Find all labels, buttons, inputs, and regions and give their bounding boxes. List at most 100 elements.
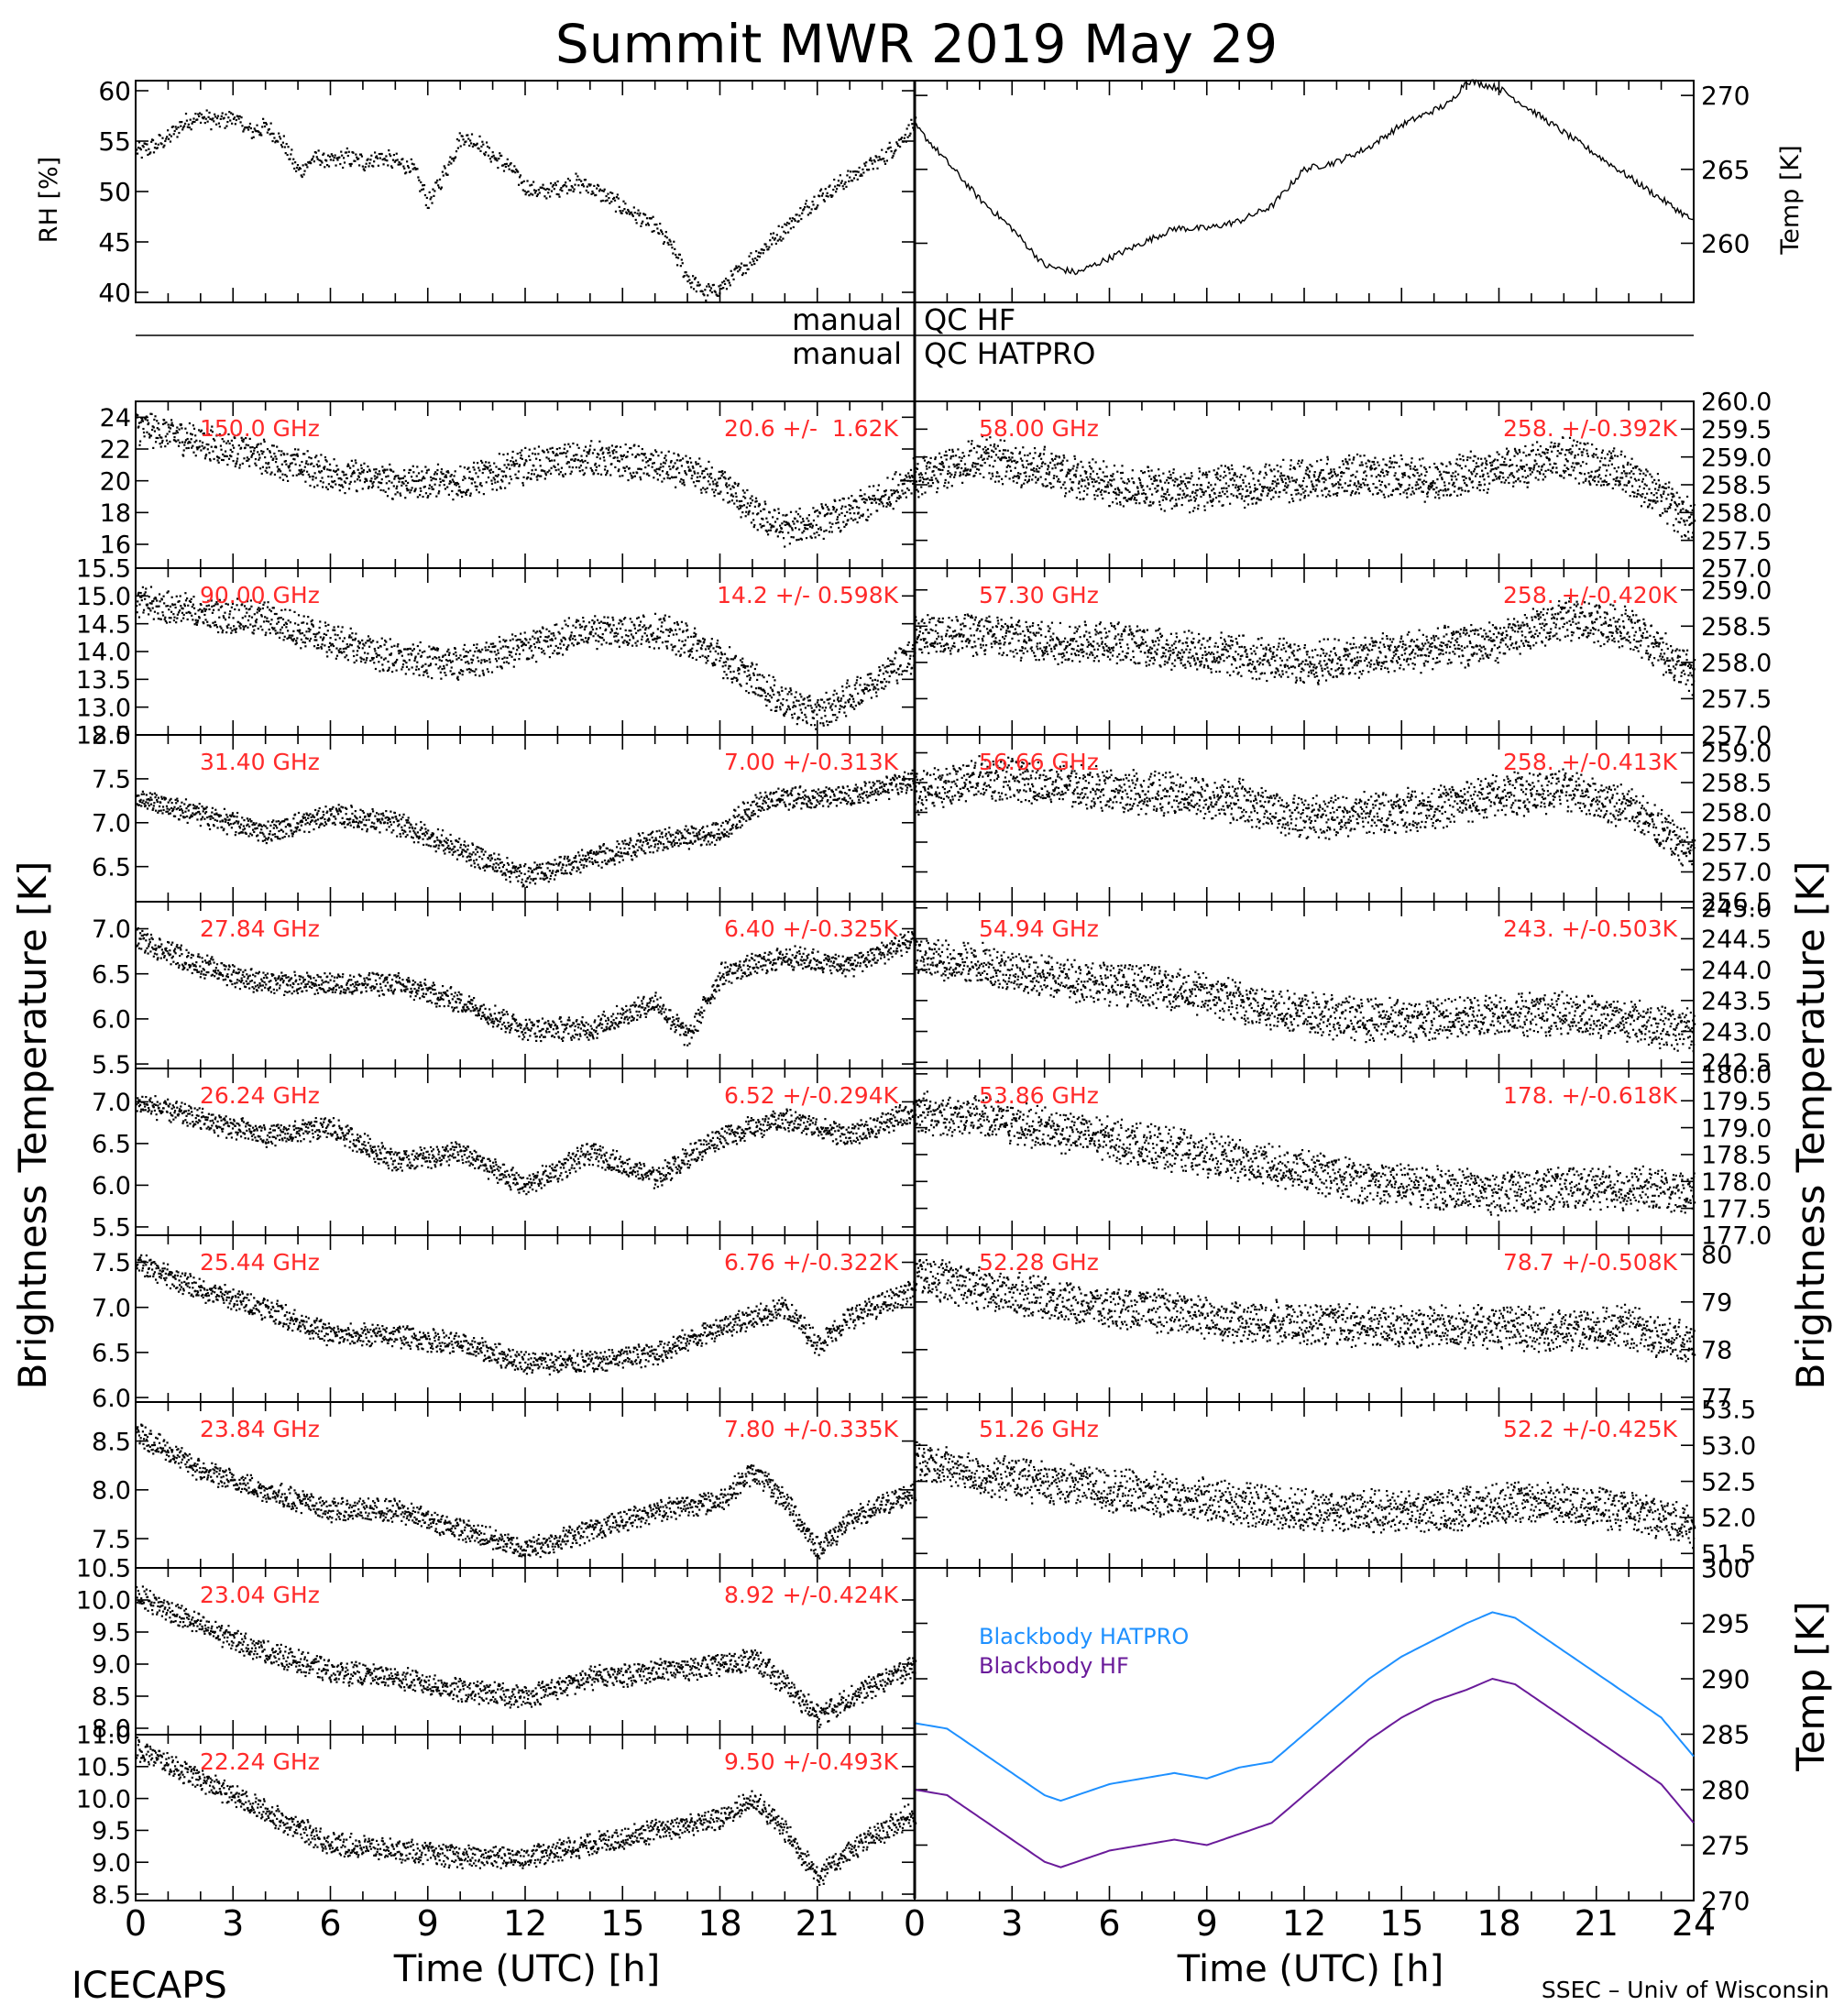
ch150-point — [477, 466, 480, 469]
rh-point — [365, 162, 368, 165]
ch3140-point — [493, 870, 496, 872]
ch90-point — [554, 644, 557, 648]
ch90-point — [872, 683, 874, 685]
ch3140-point — [379, 822, 382, 825]
ch3140-point — [243, 827, 247, 830]
rh-point — [669, 240, 672, 243]
ch90-point — [688, 653, 692, 656]
ch150-point — [650, 453, 653, 455]
ch90-point — [318, 631, 321, 634]
ch90-point — [540, 647, 543, 651]
ch90-point — [465, 650, 467, 653]
ch90-point — [875, 695, 878, 697]
ch3140-point — [367, 815, 370, 817]
ch150-point — [687, 469, 690, 472]
ch90-point — [499, 647, 502, 650]
ch90-point — [363, 652, 367, 654]
ch150-point — [370, 486, 374, 489]
rh-point — [302, 164, 304, 167]
ch90-point — [702, 641, 705, 644]
ch150-point — [137, 414, 139, 417]
ch90-point — [469, 668, 472, 671]
ch90-point — [278, 636, 281, 640]
ch150-point — [555, 453, 558, 455]
ch150-point — [675, 459, 678, 462]
rh-point — [167, 137, 170, 140]
rh-point — [679, 265, 682, 268]
ch90-point — [745, 682, 748, 685]
ch150-point — [157, 422, 160, 425]
ch150-point — [565, 452, 567, 455]
ch150-point — [198, 445, 201, 448]
ch3140-point — [225, 833, 228, 836]
ch3140-point — [416, 836, 419, 838]
ch150-point — [403, 469, 406, 472]
ch3140-point — [470, 853, 473, 856]
ch90-point — [396, 658, 399, 662]
ch3140-point — [374, 815, 377, 817]
ch150-point — [651, 466, 653, 468]
ch150-point — [620, 458, 623, 461]
ch3140-point — [291, 832, 294, 836]
rh-point — [745, 264, 748, 267]
ch90-point — [363, 644, 366, 647]
ch90-point — [210, 599, 213, 602]
rh-point — [653, 230, 655, 233]
ch150-point — [502, 454, 505, 456]
rh-point — [465, 140, 467, 143]
ch150-point — [179, 441, 181, 444]
ch150-point — [517, 477, 520, 479]
ch90-point — [438, 656, 441, 659]
ch150-point — [647, 464, 650, 467]
rh-point — [410, 158, 412, 161]
rh-point — [419, 190, 422, 192]
rh-point — [393, 160, 396, 163]
ch150-point — [710, 466, 713, 469]
ch150-point — [380, 477, 383, 481]
ch3140-point — [345, 813, 347, 816]
ch90-point — [536, 637, 539, 640]
rh-point — [369, 159, 372, 161]
ch90-point — [302, 621, 305, 624]
rh-point — [215, 116, 219, 120]
ch150-point — [747, 513, 750, 516]
rh-point — [500, 154, 503, 158]
ch150-point — [483, 464, 486, 466]
ch150-point — [435, 495, 438, 498]
ch90-point — [214, 624, 216, 627]
ch3140-point — [203, 807, 205, 811]
ch90-point — [181, 607, 183, 609]
ch90-point — [531, 656, 533, 659]
rh-point — [188, 126, 191, 129]
ch150-point — [170, 422, 173, 424]
ch150-point — [653, 477, 655, 479]
ch90-point — [742, 664, 746, 667]
ch90-point — [455, 651, 457, 654]
ch3140-point — [167, 810, 170, 813]
ch90-point — [857, 692, 860, 695]
ch150-point — [732, 486, 735, 489]
rh-point — [672, 252, 675, 255]
rh-point — [350, 162, 353, 165]
ch150-point — [884, 489, 887, 492]
ch90-point — [154, 597, 157, 599]
ch3140-point — [189, 816, 192, 818]
ch3140-point — [309, 820, 313, 824]
rh-point — [873, 160, 876, 163]
rh-point — [550, 190, 554, 192]
ch3140-point — [262, 833, 265, 836]
ch150-point — [431, 486, 434, 488]
ch90-point — [381, 663, 384, 666]
ch90-point — [398, 652, 401, 655]
ch90-point — [274, 632, 278, 635]
ch90-point — [426, 656, 429, 659]
ch150-point — [368, 468, 371, 471]
ch150-point — [644, 456, 647, 459]
ch150-point — [562, 475, 565, 478]
ch150-point — [792, 520, 795, 523]
ch150-point — [379, 481, 382, 484]
ch90-point — [442, 654, 445, 657]
ch90-point — [656, 635, 659, 638]
ch90-point — [814, 703, 817, 706]
ch150-point — [253, 449, 256, 452]
